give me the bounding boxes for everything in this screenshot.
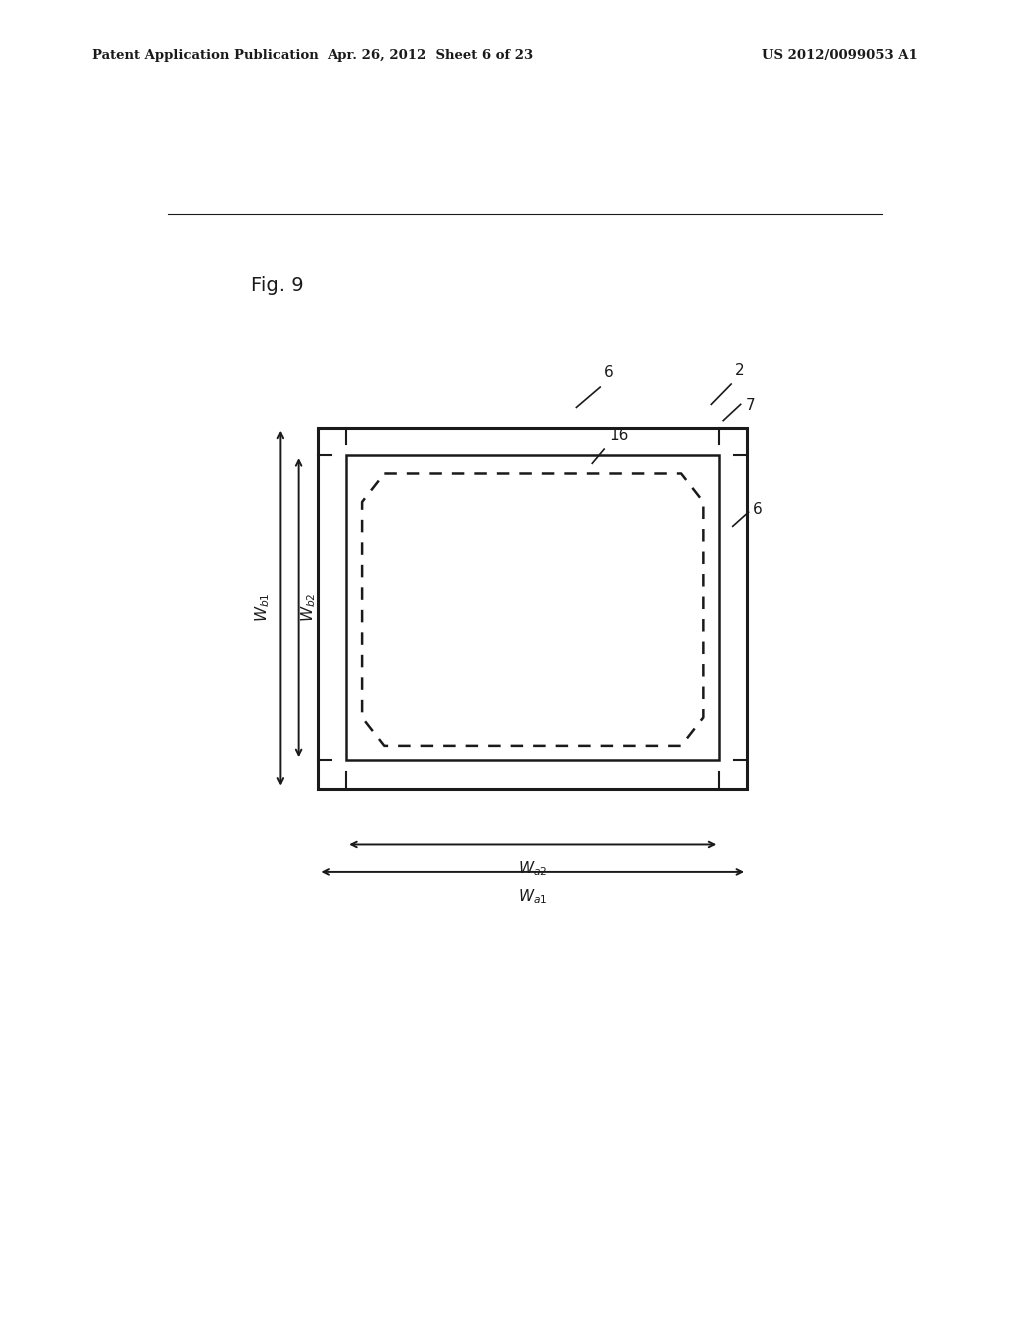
Bar <box>318 428 748 788</box>
Text: Fig. 9: Fig. 9 <box>251 276 304 294</box>
Text: 6: 6 <box>604 364 614 380</box>
Text: $W_{a2}$: $W_{a2}$ <box>518 859 548 878</box>
Bar <box>346 455 719 760</box>
Text: Apr. 26, 2012  Sheet 6 of 23: Apr. 26, 2012 Sheet 6 of 23 <box>327 49 534 62</box>
Text: Patent Application Publication: Patent Application Publication <box>92 49 318 62</box>
Text: 2: 2 <box>735 363 744 378</box>
Text: $W_{b1}$: $W_{b1}$ <box>254 593 272 623</box>
Text: $W_{a1}$: $W_{a1}$ <box>518 887 548 906</box>
Text: US 2012/0099053 A1: US 2012/0099053 A1 <box>762 49 918 62</box>
Text: 16: 16 <box>609 428 629 444</box>
Text: 7: 7 <box>745 397 755 413</box>
Text: $W_{b2}$: $W_{b2}$ <box>300 593 318 623</box>
Text: 6: 6 <box>754 502 763 516</box>
